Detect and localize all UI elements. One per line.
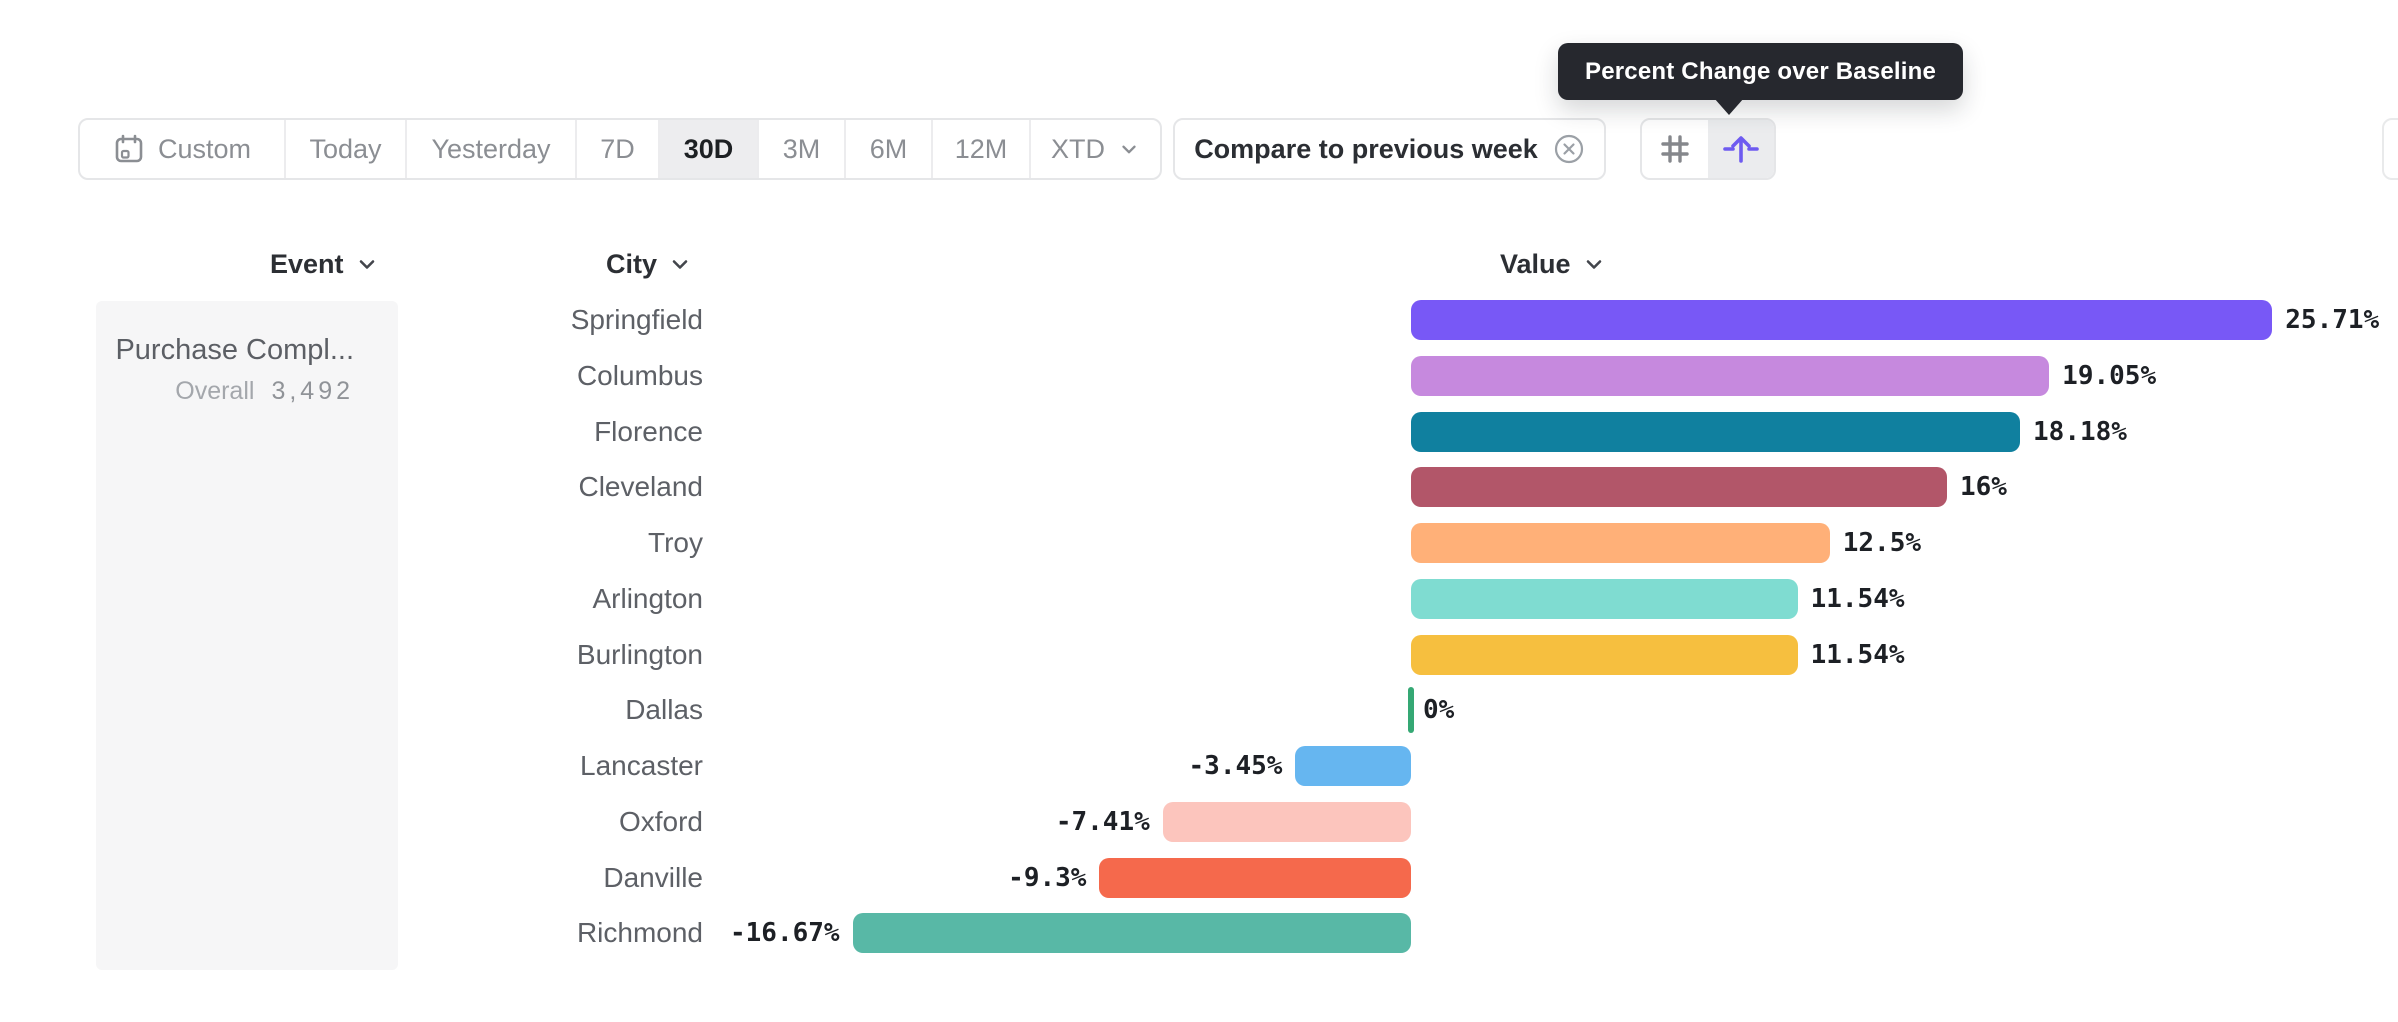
- date-range-30d[interactable]: 30D: [660, 120, 759, 178]
- baseline-arrow-icon: [1721, 129, 1761, 169]
- table-row: Troy 12.5%: [0, 515, 2398, 571]
- city-label: Burlington: [576, 638, 703, 670]
- column-header-label: Event: [270, 248, 344, 279]
- table-row: Springfield 25.71%: [0, 292, 2398, 348]
- table-row: Oxford -7.41%: [0, 794, 2398, 850]
- date-range-yesterday[interactable]: Yesterday: [407, 120, 577, 178]
- table-row: Dallas 0%: [0, 682, 2398, 738]
- value-bar[interactable]: [1162, 801, 1411, 842]
- date-range-12m[interactable]: 12M: [933, 120, 1031, 178]
- value-bar[interactable]: [1099, 857, 1411, 898]
- table-row: Cleveland 16%: [0, 459, 2398, 515]
- value-bar[interactable]: [1411, 300, 2273, 340]
- view-toggle-group: [1640, 118, 1776, 180]
- city-label: Columbus: [576, 359, 703, 391]
- calendar-icon: [115, 134, 143, 163]
- date-range-label: Yesterday: [431, 133, 551, 164]
- compare-button[interactable]: Compare to previous week: [1173, 118, 1606, 180]
- value-label: -3.45%: [1188, 751, 1283, 782]
- value-label: 16%: [1960, 472, 2007, 503]
- tooltip: Percent Change over Baseline: [1558, 43, 1964, 100]
- city-label: Florence: [594, 415, 703, 447]
- date-range-label: 7D: [600, 133, 635, 164]
- value-label: -9.3%: [1008, 862, 1087, 893]
- value-label: 18.18%: [2033, 416, 2127, 447]
- date-range-6m[interactable]: 6M: [846, 120, 933, 178]
- table-row: Burlington 11.54%: [0, 627, 2398, 683]
- grid-view-toggle[interactable]: [1642, 120, 1708, 178]
- value-label: 12.5%: [1842, 528, 1922, 559]
- city-label: Cleveland: [578, 471, 703, 503]
- city-label: Lancaster: [580, 750, 703, 782]
- overall-label: Overall: [175, 377, 255, 405]
- value-bar[interactable]: [852, 913, 1411, 954]
- value-bar[interactable]: [1411, 355, 2050, 396]
- city-label: Oxford: [618, 805, 703, 837]
- date-range-label: XTD: [1051, 133, 1105, 164]
- column-header-value[interactable]: Value: [1500, 244, 1606, 284]
- date-range-label: 6M: [869, 133, 908, 164]
- date-range-label: Today: [309, 133, 382, 164]
- tooltip-text: Percent Change over Baseline: [1585, 57, 1937, 85]
- event-name: Purchase Compl...: [115, 334, 354, 366]
- baseline-tick[interactable]: [1408, 687, 1414, 734]
- date-range-custom[interactable]: Custom: [80, 120, 286, 178]
- city-label: Arlington: [592, 582, 703, 614]
- date-range-label: Custom: [157, 133, 252, 164]
- date-range-picker: Custom Today Yesterday 7D 30D 3M 6M 12M XTD: [78, 118, 1162, 180]
- chevron-down-icon: [1122, 145, 1136, 154]
- table-row: Florence 18.18%: [0, 404, 2398, 460]
- date-range-7d[interactable]: 7D: [577, 120, 660, 178]
- value-bar[interactable]: [1411, 523, 1830, 564]
- city-label: Springfield: [570, 304, 703, 335]
- chevron-down-icon: [359, 260, 374, 269]
- value-bar[interactable]: [1295, 746, 1411, 787]
- column-header-event[interactable]: Event: [270, 244, 379, 284]
- date-range-label: 3M: [782, 133, 821, 164]
- value-bar[interactable]: [1411, 634, 1798, 675]
- value-bar[interactable]: [1411, 411, 2021, 452]
- value-label: 11.54%: [1810, 639, 1905, 670]
- value-label: 0%: [1423, 695, 1455, 726]
- close-circle-icon[interactable]: [1553, 133, 1585, 165]
- chevron-down-icon: [672, 260, 688, 269]
- city-label: Danville: [603, 861, 703, 893]
- value-label: -7.41%: [1055, 806, 1150, 837]
- table-row: Richmond -16.67%: [0, 905, 2398, 961]
- value-bar[interactable]: [1411, 578, 1798, 619]
- city-label: Richmond: [576, 917, 703, 949]
- city-label: Dallas: [625, 694, 703, 726]
- date-range-label: 12M: [954, 133, 1008, 164]
- table-row: Arlington 11.54%: [0, 571, 2398, 627]
- column-header-city[interactable]: City: [606, 244, 692, 284]
- value-label: 25.71%: [2285, 305, 2380, 335]
- baseline-view-toggle[interactable]: [1708, 120, 1774, 178]
- compare-label: Compare to previous week: [1194, 133, 1538, 164]
- value-bar[interactable]: [1411, 467, 1947, 508]
- date-range-xtd[interactable]: XTD: [1031, 120, 1160, 178]
- table-row: Columbus 19.05%: [0, 348, 2398, 404]
- table-row: Danville -9.3%: [0, 850, 2398, 906]
- column-header-label: City: [606, 248, 658, 279]
- chevron-down-icon: [1586, 260, 1601, 269]
- value-label: -16.67%: [729, 918, 840, 949]
- date-range-label: 30D: [683, 133, 734, 164]
- event-panel[interactable]: Purchase Compl... Overall 3,492: [96, 301, 398, 970]
- column-header-label: Value: [1500, 248, 1571, 279]
- date-range-3m[interactable]: 3M: [759, 120, 846, 178]
- overall-count: 3,492: [271, 377, 354, 405]
- value-label: 11.54%: [1810, 583, 1905, 614]
- city-label: Troy: [648, 527, 703, 559]
- value-label: 19.05%: [2062, 360, 2157, 391]
- date-range-today[interactable]: Today: [286, 120, 407, 178]
- tooltip-caret: [1714, 98, 1744, 115]
- clipped-button[interactable]: [2382, 118, 2398, 180]
- table-row: Lancaster -3.45%: [0, 738, 2398, 794]
- grid-icon: [1657, 131, 1693, 167]
